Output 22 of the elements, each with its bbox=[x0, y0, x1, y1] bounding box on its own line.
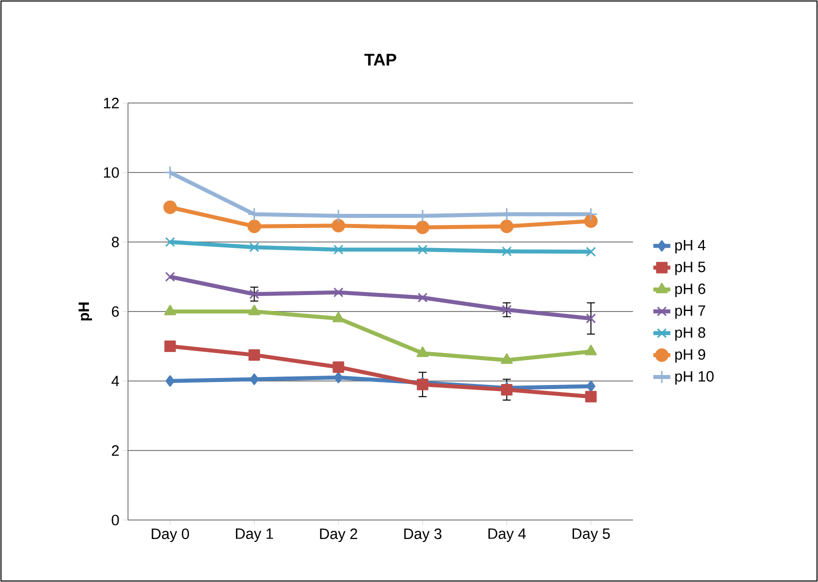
x-tick-label: Day 5 bbox=[572, 528, 610, 542]
y-tick-label: 12 bbox=[104, 98, 119, 108]
legend-label: pH 9 bbox=[675, 349, 706, 363]
x-tick-label: Day 2 bbox=[320, 528, 358, 542]
y-axis-title: pH bbox=[78, 302, 92, 320]
y-tick-label: 4 bbox=[112, 376, 120, 386]
legend-label: pH 5 bbox=[675, 262, 706, 276]
x-tick-label: Day 4 bbox=[488, 528, 526, 542]
x-tick-label: Day 1 bbox=[236, 528, 274, 542]
legend-label: pH 6 bbox=[675, 284, 706, 298]
chart-title: TAP bbox=[364, 54, 396, 66]
x-tick-label: Day 3 bbox=[404, 528, 442, 542]
y-tick-label: 6 bbox=[112, 306, 119, 317]
legend-label: pH 10 bbox=[675, 371, 714, 385]
legend-label: pH 8 bbox=[675, 327, 706, 341]
y-tick-label: 0 bbox=[112, 514, 119, 526]
y-tick-label: 8 bbox=[112, 236, 119, 248]
y-tick-label: 10 bbox=[104, 167, 119, 178]
x-tick-label: Day 0 bbox=[152, 528, 189, 542]
legend-label: pH 7 bbox=[675, 305, 706, 319]
legend-label: pH 4 bbox=[675, 240, 706, 254]
y-tick-label: 2 bbox=[112, 445, 119, 456]
